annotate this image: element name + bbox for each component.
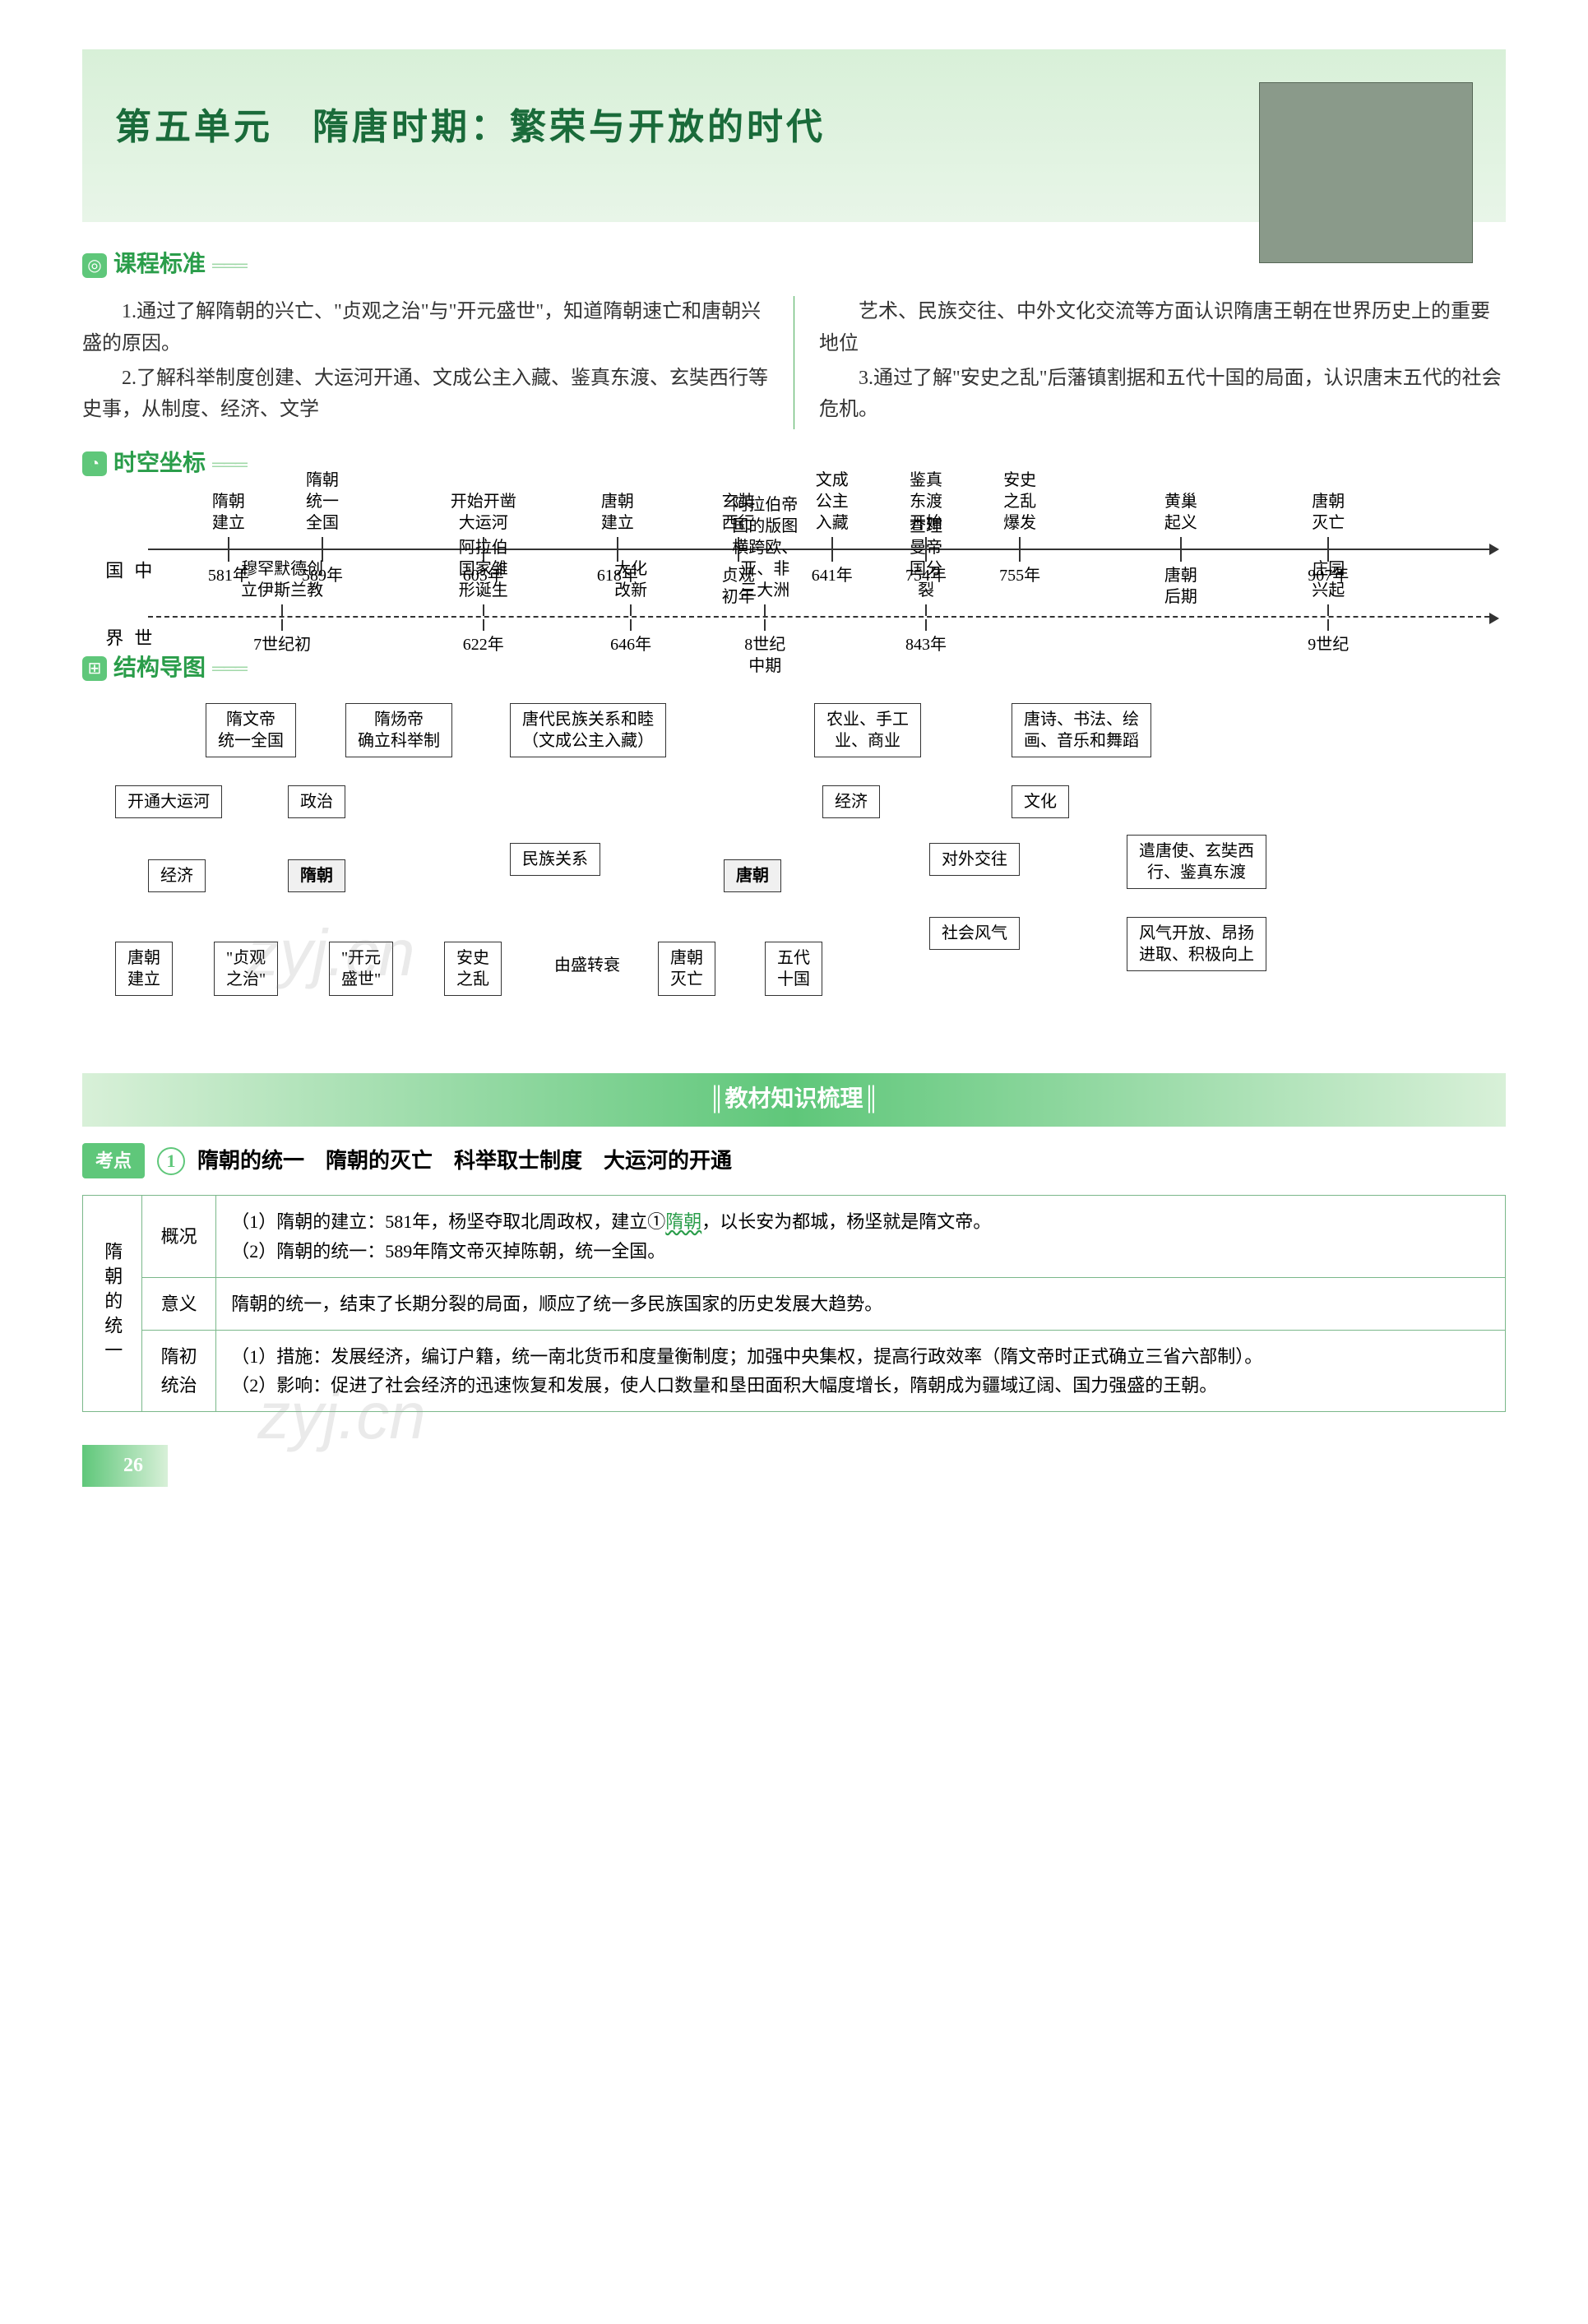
clock-icon: ◔ xyxy=(82,451,107,476)
timeline-world: 世界 穆罕默德创立伊斯兰教7世纪初阿拉伯国家雏形诞生622年大化改新646年阿拉… xyxy=(148,616,1489,618)
cell-content-1: （1）隋朝的建立：581年，杨坚夺取北周政权，建立①隋朝，以长安为都城，杨坚就是… xyxy=(216,1196,1506,1277)
target-icon: ◎ xyxy=(82,253,107,278)
timeline-year: 9世纪 xyxy=(1308,619,1349,655)
timeline-axis-world: 穆罕默德创立伊斯兰教7世纪初阿拉伯国家雏形诞生622年大化改新646年阿拉伯帝国… xyxy=(148,616,1489,618)
review-banner: ║教材知识梳理║ xyxy=(82,1073,1506,1127)
timeline-event: 唐朝灭亡 xyxy=(1312,491,1345,549)
timeline-event: 大化改新 xyxy=(614,558,647,616)
structure-diagram: 隋文帝统一全国 隋炀帝确立科举制 唐代民族关系和睦（文成公主入藏） 农业、手工业… xyxy=(82,703,1506,1049)
dg-qiantang: 遣唐使、玄奘西行、鉴真东渡 xyxy=(1127,835,1266,889)
dg-zhenguan: "贞观之治" xyxy=(214,942,278,996)
timeline-event: 隋朝统一全国 xyxy=(306,470,339,549)
dg-tangmiewan: 唐朝灭亡 xyxy=(658,942,715,996)
dg-anshi: 安史之乱 xyxy=(444,942,502,996)
kaodian-header: 考点 1 隋朝的统一 隋朝的灭亡 科举取士制度 大运河的开通 xyxy=(82,1143,1506,1178)
kaodian-number: 1 xyxy=(157,1147,185,1175)
dg-minzu: 唐代民族关系和睦（文成公主入藏） xyxy=(510,703,666,757)
table-row: 隋朝的统一 概况 （1）隋朝的建立：581年，杨坚夺取北周政权，建立①隋朝，以长… xyxy=(83,1196,1506,1277)
timeline-event: 阿拉伯国家雏形诞生 xyxy=(459,537,508,616)
standard-3: 3.通过了解"安史之乱"后藩镇割据和五代十国的局面，认识唐末五代的社会危机。 xyxy=(819,363,1506,426)
dg-tangshi: 唐诗、书法、绘画、音乐和舞蹈 xyxy=(1012,703,1151,757)
standards-content: 1.通过了解隋朝的兴亡、"贞观之治"与"开元盛世"，知道隋朝速亡和唐朝兴盛的原因… xyxy=(82,296,1506,429)
timeline-year: 843年 xyxy=(905,619,947,655)
timeline-china: 中国 隋朝建立581年隋朝统一全国589年开始开凿大运河605年唐朝建立618年… xyxy=(148,549,1489,550)
standard-2-cont: 艺术、民族交往、中外文化交流等方面认识隋唐王朝在世界历史上的重要地位 xyxy=(819,296,1506,359)
dg-suiwendi: 隋文帝统一全国 xyxy=(206,703,296,757)
standard-1: 1.通过了解隋朝的兴亡、"贞观之治"与"开元盛世"，知道隋朝速亡和唐朝兴盛的原因… xyxy=(82,296,769,359)
standard-2: 2.了解科举制度创建、大运河开通、文成公主入藏、鉴真东渡、玄奘西行等史事，从制度… xyxy=(82,363,769,426)
sub-label-2: 意义 xyxy=(142,1277,216,1330)
dg-jingji1: 经济 xyxy=(148,859,206,892)
timeline-section: 中国 隋朝建立581年隋朝统一全国589年开始开凿大运河605年唐朝建立618年… xyxy=(82,549,1506,618)
timeline-event: 黄巢起义 xyxy=(1164,491,1197,549)
standards-title: 课程标准 xyxy=(113,247,206,284)
decor-lines: ═══ xyxy=(212,450,246,479)
dg-duiwai: 对外交往 xyxy=(929,843,1020,876)
page-number: 26 xyxy=(82,1445,168,1486)
dg-shehui: 社会风气 xyxy=(929,917,1020,950)
structure-section-label: ⊞ 结构导图 ═══ xyxy=(82,650,1506,687)
dg-tangjianli: 唐朝建立 xyxy=(115,942,173,996)
dg-yunhe: 开通大运河 xyxy=(115,785,222,818)
kaodian-label: 考点 xyxy=(82,1143,145,1178)
timeline-year: 7世纪初 xyxy=(253,619,311,655)
decor-lines: ═══ xyxy=(212,654,246,683)
table-row: 隋初统治 （1）措施：发展经济，编订户籍，统一南北货币和度量衡制度；加强中央集权… xyxy=(83,1330,1506,1411)
dg-sui: 隋朝 xyxy=(288,859,345,892)
dg-kaiyuan: "开元盛世" xyxy=(329,942,393,996)
cell-content-2: 隋朝的统一，结束了长期分裂的局面，顺应了统一多民族国家的历史发展大趋势。 xyxy=(216,1277,1506,1330)
dg-fengqi: 风气开放、昂扬进取、积极向上 xyxy=(1127,917,1266,971)
timeline-china-label: 中国 xyxy=(99,561,156,579)
decor-lines: ═══ xyxy=(212,251,246,280)
timeline-event: 隋朝建立 xyxy=(212,491,245,549)
watermark: zyj.cn xyxy=(257,1363,426,1469)
dg-wenhua: 文化 xyxy=(1012,785,1069,818)
timeline-event: 庄园兴起 xyxy=(1312,558,1345,616)
structure-title: 结构导图 xyxy=(113,650,206,687)
kaodian-title: 隋朝的统一 隋朝的灭亡 科举取士制度 大运河的开通 xyxy=(197,1144,732,1178)
dg-tang: 唐朝 xyxy=(724,859,781,892)
dg-youshengzhuanshuai: 由盛转衰 xyxy=(543,950,632,981)
timeline-year: 646年 xyxy=(610,619,651,655)
table-row: 意义 隋朝的统一，结束了长期分裂的局面，顺应了统一多民族国家的历史发展大趋势。 xyxy=(83,1277,1506,1330)
grid-icon: ⊞ xyxy=(82,656,107,681)
arrow-icon xyxy=(1489,613,1499,624)
timeline-event: 安史之乱爆发 xyxy=(1003,470,1036,549)
timeline-year: 622年 xyxy=(463,619,504,655)
timeline-event: 穆罕默德创立伊斯兰教 xyxy=(241,558,323,616)
timeline-year: 755年 xyxy=(999,550,1040,586)
cell-content-3: （1）措施：发展经济，编订户籍，统一南北货币和度量衡制度；加强中央集权，提高行政… xyxy=(216,1330,1506,1411)
timeline-year: 唐朝后期 xyxy=(1164,550,1197,608)
dg-nongye: 农业、手工业、商业 xyxy=(814,703,921,757)
dg-zhengzhi: 政治 xyxy=(288,785,345,818)
timeline-world-label: 世界 xyxy=(99,628,156,646)
dg-wudai: 五代十国 xyxy=(765,942,822,996)
content-table: 隋朝的统一 概况 （1）隋朝的建立：581年，杨坚夺取北周政权，建立①隋朝，以长… xyxy=(82,1195,1506,1412)
row-label: 隋朝的统一 xyxy=(83,1196,142,1412)
timeline-event: 文成公主入藏 xyxy=(816,470,849,549)
timeline-event: 查理曼帝国分裂 xyxy=(910,516,942,616)
sub-label-1: 概况 xyxy=(142,1196,216,1277)
timeline-event: 阿拉伯帝国的版图横跨欧、亚、非三大洲 xyxy=(732,494,798,616)
timeline-section-label: ◔ 时空坐标 ═══ xyxy=(82,446,1506,483)
sub-label-3: 隋初统治 xyxy=(142,1330,216,1411)
dg-suiyangdi: 隋炀帝确立科举制 xyxy=(345,703,452,757)
timeline-axis-china: 隋朝建立581年隋朝统一全国589年开始开凿大运河605年唐朝建立618年玄奘西… xyxy=(148,549,1489,550)
unit-header: 第五单元 隋唐时期：繁荣与开放的时代 xyxy=(82,49,1506,222)
dg-minzugx: 民族关系 xyxy=(510,843,600,876)
timeline-event: 唐朝建立 xyxy=(601,491,634,549)
standards-right-col: 艺术、民族交往、中外文化交流等方面认识隋唐王朝在世界历史上的重要地位 3.通过了… xyxy=(819,296,1506,429)
timeline-title: 时空坐标 xyxy=(113,446,206,483)
timeline-year: 8世纪中期 xyxy=(744,619,785,677)
standards-left-col: 1.通过了解隋朝的兴亡、"贞观之治"与"开元盛世"，知道隋朝速亡和唐朝兴盛的原因… xyxy=(82,296,769,429)
arrow-icon xyxy=(1489,544,1499,555)
dg-jingji2: 经济 xyxy=(822,785,880,818)
timeline-year: 641年 xyxy=(812,550,853,586)
header-illustration xyxy=(1259,82,1473,263)
